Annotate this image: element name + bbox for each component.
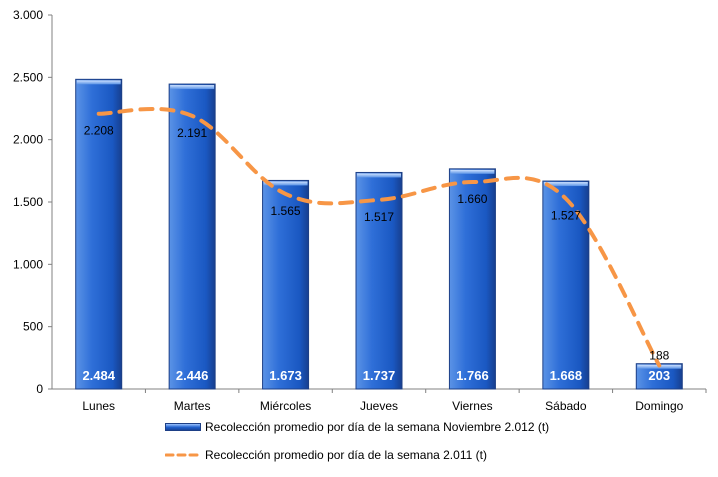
x-tick-label: Viernes — [452, 399, 492, 413]
bar-highlight — [263, 181, 308, 186]
x-tick-label: Martes — [174, 399, 211, 413]
bar — [448, 168, 496, 390]
y-tick-labels: 0 500 1.000 1.500 2.000 2.500 3.000 — [13, 8, 52, 396]
line-data-label: 2.191 — [177, 126, 207, 140]
legend-bar-swatch — [165, 423, 201, 431]
y-tick-label: 3.000 — [13, 8, 43, 22]
bar — [262, 179, 310, 390]
y-tick-label: 1.000 — [13, 257, 43, 271]
line-data-label: 1.527 — [551, 209, 581, 223]
y-tick-label: 2.500 — [13, 70, 43, 84]
y-tick-label: 2.000 — [13, 133, 43, 147]
bar — [75, 78, 123, 390]
bar-data-label: 2.446 — [176, 368, 209, 383]
y-tick-label: 1.500 — [13, 195, 43, 209]
x-tick-label: Sábado — [545, 399, 587, 413]
line-data-label: 188 — [649, 349, 669, 363]
bar-data-label: 2.484 — [82, 368, 115, 383]
bars: 2.484 2.446 1.673 1.737 1.766 1.668 203 — [75, 78, 683, 390]
x-tick-labels: Lunes Martes Miércoles Jueves Viernes Sábado D… — [82, 389, 707, 413]
bar-highlight — [76, 80, 121, 85]
legend-line-swatch — [165, 453, 201, 457]
y-tick-label: 0 — [36, 382, 43, 396]
line-series: 2.208 2.191 1.565 1.517 1.660 1.527 188 — [84, 106, 670, 368]
line-data-label: 2.208 — [84, 124, 114, 138]
bar-data-label: 1.737 — [363, 368, 396, 383]
line-data-label: 1.565 — [271, 204, 301, 218]
legend-item-line: Recolección promedio por día de la seman… — [165, 448, 487, 462]
legend-item-bar: Recolección promedio por día de la seman… — [165, 420, 549, 434]
bar — [355, 171, 403, 390]
bar-highlight — [543, 182, 588, 187]
bar — [168, 83, 216, 390]
legend-bar-label: Recolección promedio por día de la seman… — [205, 420, 550, 434]
bar-data-label: 1.673 — [269, 368, 302, 383]
bar-highlight — [450, 169, 495, 174]
x-tick-label: Lunes — [82, 399, 115, 413]
legend-line-label: Recolección promedio por día de la seman… — [205, 448, 487, 462]
x-tick-label: Jueves — [360, 399, 398, 413]
bar-data-label: 1.766 — [456, 368, 489, 383]
bar-data-label: 203 — [648, 368, 670, 383]
line-path — [96, 106, 662, 368]
line-data-label: 1.517 — [364, 210, 394, 224]
bar-highlight — [170, 85, 215, 90]
x-tick-label: Domingo — [635, 399, 683, 413]
y-tick-label: 500 — [23, 320, 43, 334]
line-data-label: 1.660 — [457, 192, 487, 206]
bar-highlight — [357, 173, 401, 178]
bar-data-label: 1.668 — [550, 368, 583, 383]
x-tick-label: Miércoles — [260, 399, 311, 413]
